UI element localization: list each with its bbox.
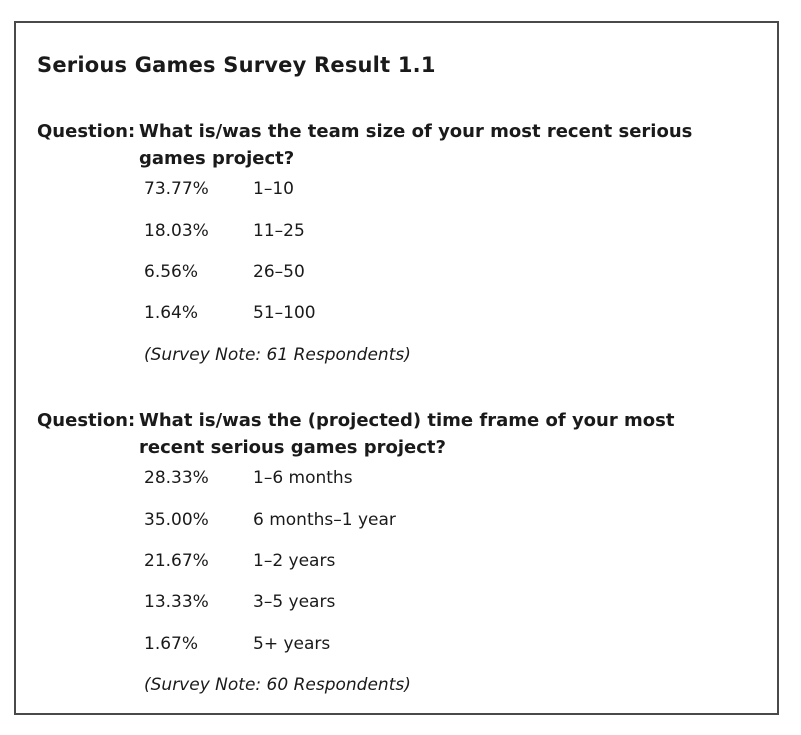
result-label: 5+ years xyxy=(253,634,331,654)
result-label: 1–6 months xyxy=(253,468,353,488)
result-row: 73.77% 1–10 xyxy=(144,178,294,200)
result-percent: 1.64% xyxy=(144,303,199,323)
result-row: 6.56% 26–50 xyxy=(144,261,305,283)
result-row: 1.67% 5+ years xyxy=(144,633,330,655)
result-percent: 73.77% xyxy=(144,179,209,199)
question-2: Question: What is/was the (projected) tim… xyxy=(37,407,674,461)
result-label: 11–25 xyxy=(253,221,305,241)
question-1-prefix: Question: xyxy=(37,121,136,142)
question-2-text-line1: What is/was the (projected) time frame o… xyxy=(139,410,675,431)
result-percent: 28.33% xyxy=(144,468,209,488)
question-1: Question: What is/was the team size of yo… xyxy=(37,118,692,172)
result-label: 3–5 years xyxy=(253,592,336,612)
result-label: 1–2 years xyxy=(253,551,336,571)
result-row: 18.03% 11–25 xyxy=(144,220,305,242)
result-label: 51–100 xyxy=(253,303,316,323)
result-label: 6 months–1 year xyxy=(253,510,396,530)
survey-result-box: Serious Games Survey Result 1.1 Question… xyxy=(14,21,779,715)
result-percent: 6.56% xyxy=(144,262,199,282)
result-percent: 13.33% xyxy=(144,592,209,612)
result-percent: 1.67% xyxy=(144,634,199,654)
survey-note: (Survey Note: 61 Respondents) xyxy=(144,345,411,365)
result-percent: 21.67% xyxy=(144,551,209,571)
question-1-text-line2: games project? xyxy=(139,148,295,169)
result-label: 1–10 xyxy=(253,179,294,199)
question-2-prefix: Question: xyxy=(37,410,136,431)
question-2-text-line2: recent serious games project? xyxy=(139,437,446,458)
question-1-text-line1: What is/was the team size of your most r… xyxy=(139,121,693,142)
result-row: 1.64% 51–100 xyxy=(144,302,316,324)
result-row: 28.33% 1–6 months xyxy=(144,467,353,489)
result-percent: 35.00% xyxy=(144,510,209,530)
result-percent: 18.03% xyxy=(144,221,209,241)
result-row: 21.67% 1–2 years xyxy=(144,550,335,572)
result-row: 13.33% 3–5 years xyxy=(144,591,335,613)
page-title: Serious Games Survey Result 1.1 xyxy=(37,53,436,77)
survey-note: (Survey Note: 60 Respondents) xyxy=(144,675,411,695)
result-row: 35.00% 6 months–1 year xyxy=(144,509,396,531)
result-label: 26–50 xyxy=(253,262,305,282)
